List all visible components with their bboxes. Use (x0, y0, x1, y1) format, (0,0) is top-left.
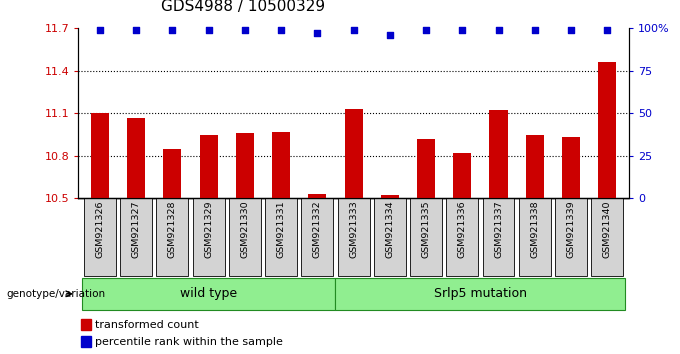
Text: GSM921335: GSM921335 (422, 201, 430, 258)
Text: GSM921332: GSM921332 (313, 201, 322, 258)
Bar (526, 135, 544, 198)
Point (131, 27, 141, 33)
FancyBboxPatch shape (338, 198, 369, 276)
Bar (308, 194, 326, 198)
Point (566, 27, 577, 33)
Text: GSM921330: GSM921330 (241, 201, 250, 258)
Point (239, 27, 250, 33)
FancyBboxPatch shape (82, 278, 335, 310)
FancyBboxPatch shape (483, 198, 515, 276)
Bar (81, 319, 91, 330)
Text: GSM921338: GSM921338 (530, 201, 539, 258)
Point (312, 30, 323, 36)
Bar (454, 153, 471, 198)
Text: GSM921340: GSM921340 (602, 201, 612, 258)
Text: transformed count: transformed count (95, 320, 199, 330)
FancyBboxPatch shape (335, 278, 626, 310)
Text: GSM921328: GSM921328 (168, 201, 177, 258)
Point (348, 27, 359, 33)
Bar (345, 109, 362, 198)
Point (384, 32, 395, 38)
FancyBboxPatch shape (156, 198, 188, 276)
Text: GSM921331: GSM921331 (277, 201, 286, 258)
Text: GSM921339: GSM921339 (566, 201, 575, 258)
FancyBboxPatch shape (519, 198, 551, 276)
Point (421, 27, 432, 33)
Point (529, 27, 540, 33)
FancyBboxPatch shape (592, 198, 623, 276)
FancyBboxPatch shape (265, 198, 297, 276)
Text: GSM921336: GSM921336 (458, 201, 466, 258)
Bar (127, 118, 146, 198)
Text: percentile rank within the sample: percentile rank within the sample (95, 337, 283, 347)
Bar (490, 110, 507, 198)
Text: Srlp5 mutation: Srlp5 mutation (434, 287, 527, 300)
Bar (272, 132, 290, 198)
Point (275, 27, 286, 33)
Bar (381, 195, 399, 198)
Point (95, 27, 105, 33)
Text: wild type: wild type (180, 287, 237, 300)
FancyBboxPatch shape (555, 198, 587, 276)
Bar (91, 113, 109, 198)
Bar (236, 133, 254, 198)
Point (602, 27, 613, 33)
Point (167, 27, 178, 33)
Text: GSM921329: GSM921329 (204, 201, 213, 258)
Bar (562, 137, 580, 198)
Text: GDS4988 / 10500329: GDS4988 / 10500329 (161, 0, 326, 14)
FancyBboxPatch shape (229, 198, 261, 276)
FancyBboxPatch shape (120, 198, 152, 276)
Point (203, 27, 214, 33)
FancyBboxPatch shape (410, 198, 442, 276)
Text: genotype/variation: genotype/variation (7, 289, 106, 299)
Text: GSM921326: GSM921326 (95, 201, 105, 258)
Bar (163, 149, 182, 198)
FancyBboxPatch shape (446, 198, 478, 276)
Bar (417, 139, 435, 198)
Text: GSM921327: GSM921327 (132, 201, 141, 258)
FancyBboxPatch shape (192, 198, 224, 276)
FancyBboxPatch shape (84, 198, 116, 276)
Point (493, 27, 504, 33)
Text: GSM921337: GSM921337 (494, 201, 503, 258)
Text: GSM921333: GSM921333 (349, 201, 358, 258)
FancyBboxPatch shape (301, 198, 333, 276)
Bar (200, 135, 218, 198)
Bar (81, 336, 91, 347)
FancyBboxPatch shape (374, 198, 406, 276)
Bar (598, 62, 616, 198)
Text: GSM921334: GSM921334 (386, 201, 394, 258)
Point (457, 27, 468, 33)
